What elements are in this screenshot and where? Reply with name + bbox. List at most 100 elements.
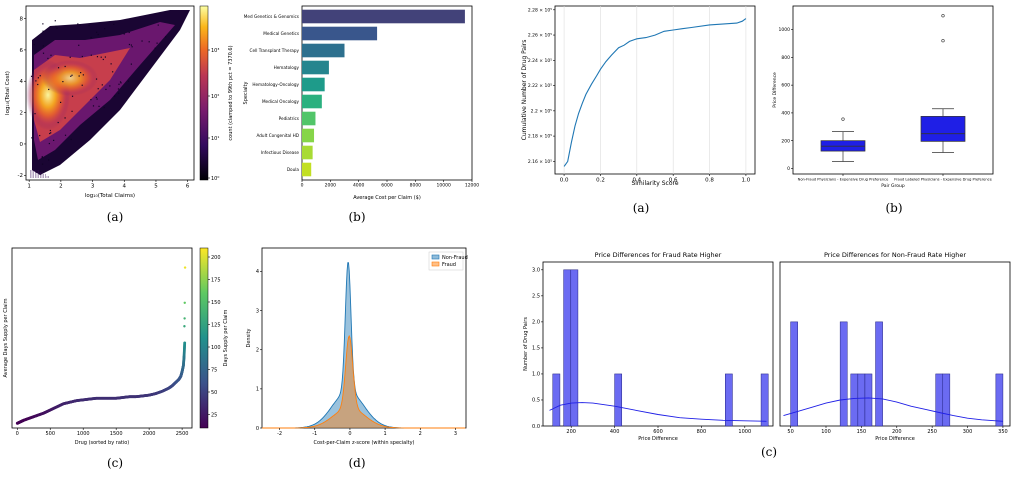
heatmap-cbar-tick-label: 10² [211, 94, 219, 100]
heatmap-speckle [70, 138, 72, 141]
scatter-cbar-tick-label: 25 [211, 412, 217, 418]
scatter-plot-area [11, 247, 193, 429]
bars-xtick-label: 8000 [410, 183, 422, 189]
hist-left-xtick-label: 200 [566, 429, 576, 435]
heatmap-speckle [90, 54, 92, 56]
scatter-xlabel: Drug (sorted by ratio) [75, 440, 130, 446]
heatmap-speckle [80, 72, 82, 74]
heatmap-speckle [90, 99, 92, 101]
bar-category-label: Hematology-Oncology [252, 82, 299, 87]
heatmap-speckle [157, 24, 159, 26]
heatmap-speckle [42, 30, 44, 32]
bar-category-label: Med Genetics & Genomics [244, 14, 299, 19]
box-ytick-label: 600 [781, 83, 790, 89]
hist-right-xlabel: Price Difference [875, 436, 915, 442]
scatter-outlier-point [183, 266, 187, 269]
hist-left-bar [563, 269, 572, 427]
line-ytick-label: 2.2 × 10⁵ [531, 108, 553, 114]
caption-a-left: (a) [107, 210, 124, 224]
heatmap-speckle [95, 78, 98, 80]
heatmap-speckle [69, 56, 71, 58]
density-ytick-label: 3 [256, 308, 259, 314]
density-ylabel: Density [246, 328, 252, 347]
line-axes: 0.0 0.2 0.4 0.6 0.8 1.0 2.16 × 10⁵ 2.18 × 10⁵ 2.… [528, 7, 751, 183]
heatmap-speckle [97, 33, 99, 36]
bar-0 [302, 9, 465, 24]
scatter-xtick-label: 1000 [77, 431, 90, 437]
panel-price-diff-boxplot: 0 200 400 600 800 1000 Non-Fraud Physicians - … [772, 5, 994, 189]
legend-label-fraud: Fraud [442, 262, 456, 268]
heatmap-speckle [56, 27, 58, 29]
line-ylabel: Cumulative Number of Drug Pairs [521, 40, 528, 141]
heatmap-speckle [48, 159, 50, 161]
heatmap-speckle [141, 40, 143, 42]
panel-specialty-cost-bars: Med Genetics & Genomics Medical Genetics C… [243, 5, 479, 201]
heatmap-speckle [71, 110, 73, 112]
heatmap-speckle [39, 75, 41, 77]
heatmap-speckle [130, 44, 132, 46]
bar-category-label: Medical Oncology [262, 99, 300, 104]
heatmap-speckle [50, 54, 52, 56]
line-xlabel: Similarity Score [631, 180, 678, 187]
bars-xtick-label: 2000 [325, 183, 337, 189]
bar-category-label: Infectious Disease [261, 150, 300, 155]
heatmap-speckle [60, 101, 62, 103]
line-xtick-label: 0.8 [705, 178, 714, 184]
scatter-point [183, 341, 187, 345]
heatmap-speckle [31, 75, 33, 77]
heatmap-speckle [42, 23, 44, 25]
hist-left-bar [760, 373, 769, 427]
line-xtick-label: 0.2 [596, 178, 605, 184]
density-xlabel: Cost-per-Claim z-score (within specialty… [314, 440, 415, 446]
scatter-xtick-label: 500 [45, 431, 55, 437]
hist-left-plot-area [542, 261, 774, 427]
hist-left-ytick-label: 0.0 [532, 424, 540, 430]
line-ytick-label: 2.28 × 10⁵ [528, 7, 552, 13]
box-ytick-label: 400 [781, 110, 790, 116]
heatmap-speckle [54, 20, 56, 22]
bars-xtick-label: 6000 [381, 183, 393, 189]
legend-swatch-fraud [431, 261, 440, 267]
density-ytick-label: 4 [256, 269, 259, 275]
bar-2 [302, 43, 345, 58]
heatmap-speckle [156, 42, 158, 44]
heatmap-speckle [96, 98, 98, 100]
heatmap-speckle [48, 142, 50, 145]
line-xtick-label: 0.0 [560, 178, 569, 184]
bar-1 [302, 26, 378, 41]
heatmap-ytick-label: -2 [18, 173, 23, 179]
box-category-label: Fraud Labeled Physicians - Expensive Dru… [894, 178, 992, 182]
heatmap-speckle [104, 28, 106, 30]
hist-right-axes: 50 100 150 200 250 300 350 [787, 426, 1008, 435]
heatmap-speckle [118, 92, 120, 94]
density-axes: -2 -1 0 1 2 3 0 1 2 3 4 [256, 269, 457, 437]
heatmap-colorbar [199, 5, 209, 181]
heatmap-xtick-label: 3 [91, 184, 95, 190]
hist-right-bar [942, 373, 951, 427]
scatter-colorbar-ticks: 25 50 75 100 125 150 175 200 [208, 255, 221, 418]
box-ytick-label: 800 [781, 55, 790, 61]
line-plot-area [554, 5, 756, 175]
heatmap-speckle [33, 43, 35, 46]
heatmap-ytick-label: 0 [20, 142, 24, 148]
hist-left-bar [552, 373, 561, 427]
density-curves [262, 262, 466, 429]
scatter-xtick-label: 0 [16, 431, 19, 437]
caption-d-left: (d) [348, 456, 365, 470]
panel-hist-nonfraud-higher: Price Differences for Non-Fraud Rate Hig… [779, 251, 1011, 442]
scatter-xtick-label: 1500 [110, 431, 123, 437]
heatmap-speckle [71, 95, 74, 97]
heatmap-speckle [82, 74, 84, 76]
heatmap-speckle [90, 36, 92, 39]
hist-right-bar [790, 321, 798, 427]
heatmap-speckle [119, 81, 122, 83]
scatter-cbar-tick-label: 125 [211, 322, 221, 328]
caption-b-left: (b) [348, 210, 365, 224]
hist-left-xlabel: Price Difference [638, 436, 678, 442]
bar-5 [302, 94, 322, 109]
hist-right-xtick-label: 100 [821, 429, 831, 435]
hist-left-bar [725, 373, 733, 427]
heatmap-speckle [49, 129, 51, 132]
hist-left-ytick-label: 0.5 [532, 398, 540, 404]
hist-right-xtick-label: 300 [963, 429, 973, 435]
